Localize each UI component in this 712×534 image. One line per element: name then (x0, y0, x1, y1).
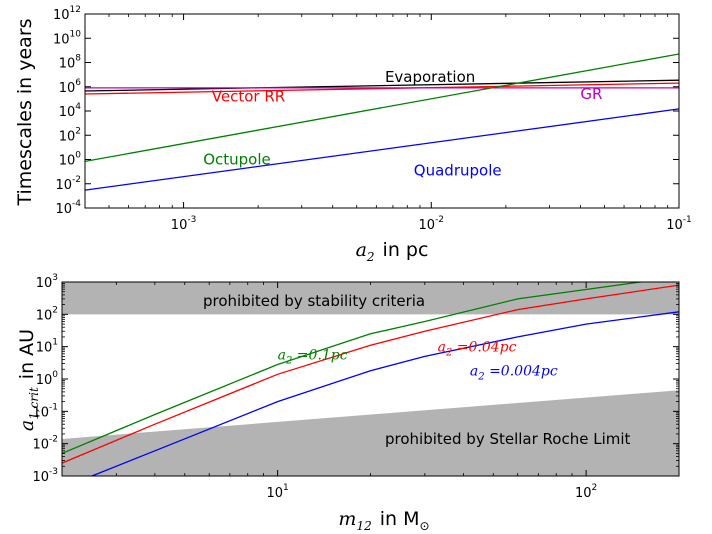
series-label-0: a2 =0.1pc (278, 348, 348, 367)
series-line-0 (62, 282, 651, 454)
series-label-1: a2 =0.04pc (438, 340, 517, 359)
plot-frame (84, 13, 680, 209)
x-tick-label: 10-1 (666, 215, 692, 233)
xlabel-a2-math: a (356, 239, 367, 261)
region-0 (62, 282, 679, 315)
region-label-0: prohibited by stability criteria (203, 292, 425, 310)
xlabel-a2-sub: 2 (366, 250, 375, 264)
series-label-2: GR (580, 85, 602, 103)
y-tick-label: 103 (36, 273, 58, 291)
xlabel-m12-math: m (338, 508, 356, 530)
y-tick-label: 106 (59, 78, 82, 96)
ylabel-a1crit-math: a (16, 420, 38, 431)
xlabel-a2-unit: in pc (383, 239, 429, 261)
y-tick-label: 1012 (53, 5, 81, 23)
region-1 (62, 390, 679, 476)
ylabel-a1crit-sub: 1,crit (27, 387, 41, 420)
timescales-panel: 10-3 10-2 10-1 10-4 10-2 100 102 104 106 108 1010 1… (14, 5, 692, 264)
xlabel-m12-unit: in M (380, 508, 420, 530)
y-tick-label: 10-2 (32, 435, 58, 453)
series-line-0 (85, 79, 679, 92)
series-label-0: Evaporation (385, 68, 475, 86)
critical-separation-panel: prohibited by stability criteria prohibit… (16, 273, 680, 533)
series-label-1: Vector RR (212, 88, 285, 106)
y-tick-label: 10-1 (32, 402, 58, 420)
ylabel-timescales: Timescales in years (14, 18, 36, 206)
region-label-1: prohibited by Stellar Roche Limit (385, 430, 631, 448)
ylabel-a1crit: a1,crit in AU (16, 329, 41, 431)
series-label-3: Octupole (203, 150, 271, 168)
y-tick-label: 100 (59, 151, 82, 169)
series-line-4 (85, 108, 679, 191)
y-tick-label: 100 (36, 370, 59, 388)
series-line-1 (62, 284, 679, 464)
series-line-3 (85, 53, 679, 163)
y-tick-label: 102 (59, 126, 81, 144)
x-tick-label: 101 (266, 483, 288, 501)
series-label-2: a2 =0.004pc (470, 363, 558, 382)
y-tick-label: 108 (59, 54, 82, 72)
xlabel-m12-sun: ⊙ (420, 519, 430, 533)
y-tick-label: 101 (36, 338, 58, 356)
y-tick-label: 10-3 (32, 467, 58, 485)
series-label-4: Quadrupole (414, 161, 502, 179)
x-tick-label: 102 (575, 483, 597, 501)
xlabel-m12-sub: 12 (356, 519, 371, 533)
xlabel-a2: a2 in pc (356, 239, 429, 264)
y-tick-label: 104 (59, 102, 82, 120)
y-tick-label: 10-2 (55, 175, 81, 193)
y-tick-label: 10-4 (55, 199, 81, 217)
x-tick-label: 10-2 (419, 215, 445, 233)
ylabel-a1crit-unit: in AU (16, 329, 38, 379)
y-tick-label: 1010 (53, 29, 81, 47)
series-line-2 (91, 311, 679, 476)
xlabel-m12: m12 in M⊙ (338, 508, 429, 533)
y-tick-label: 102 (36, 305, 58, 323)
x-tick-label: 10-3 (171, 215, 197, 233)
